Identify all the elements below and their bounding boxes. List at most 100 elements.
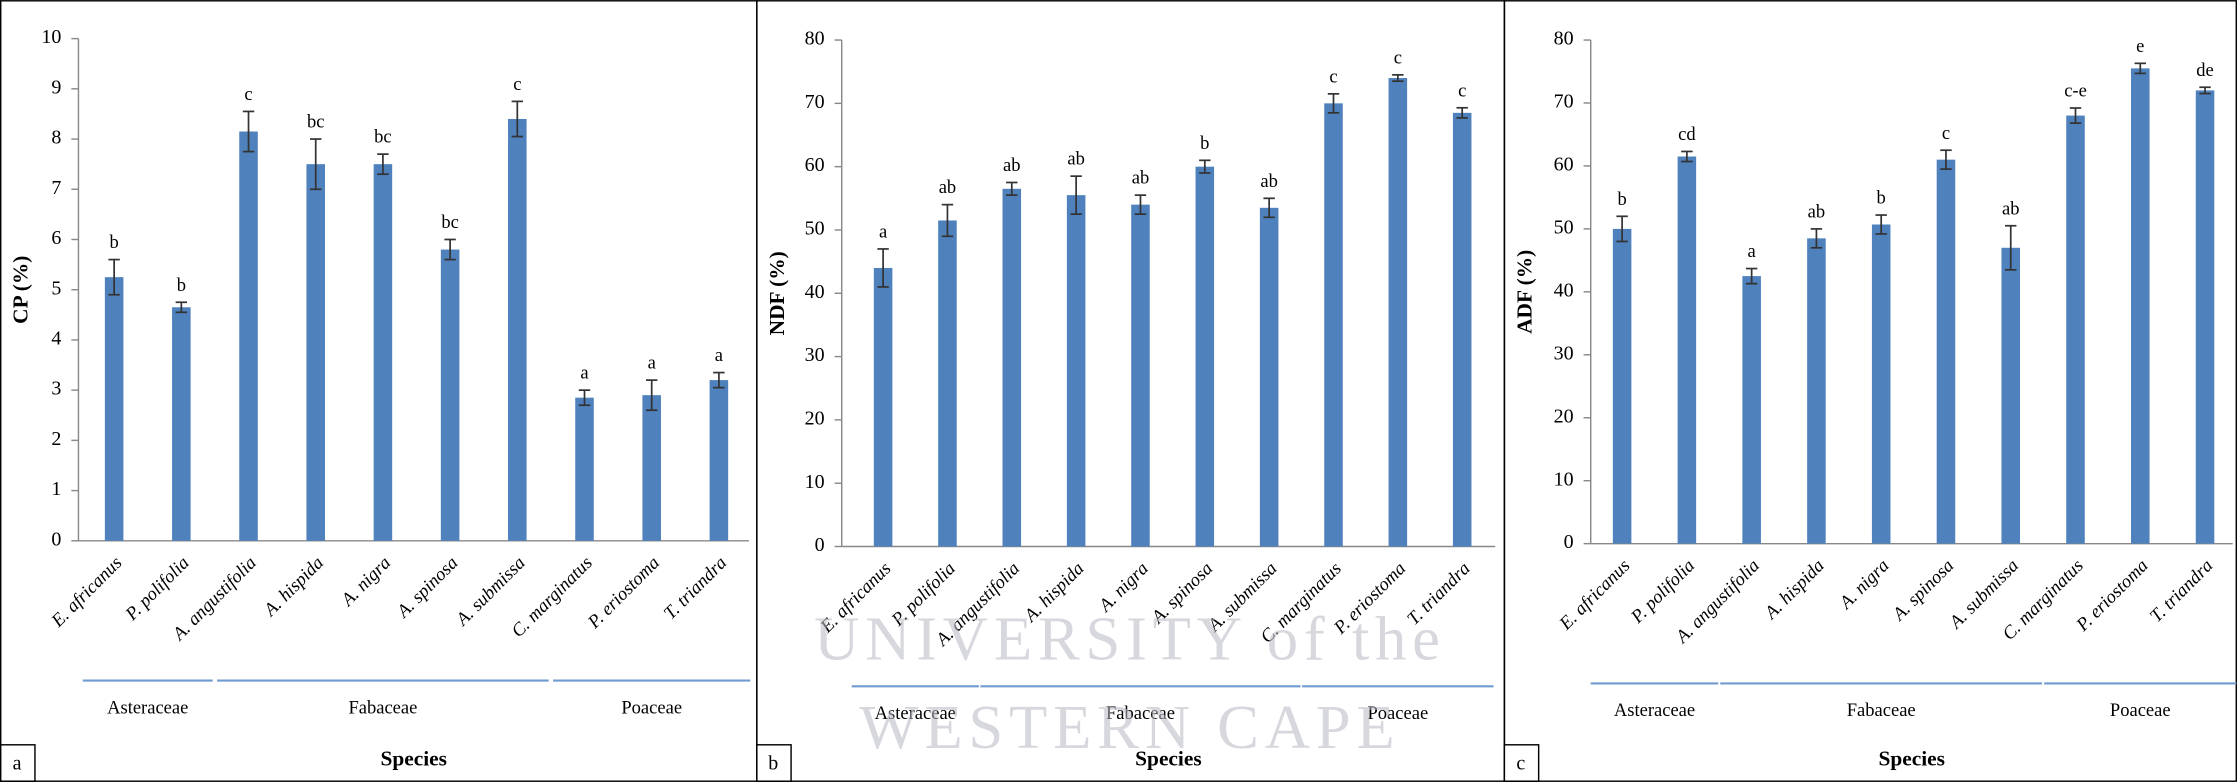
significance-letter: b bbox=[1617, 189, 1626, 210]
significance-letter: ab bbox=[1067, 149, 1085, 170]
bar bbox=[575, 398, 594, 541]
group-label: Fabaceae bbox=[348, 697, 417, 718]
significance-letter: b bbox=[177, 275, 186, 296]
y-tick-label: 60 bbox=[805, 154, 825, 176]
significance-letter: a bbox=[1748, 241, 1756, 262]
bar bbox=[1872, 224, 1891, 543]
y-tick-label: 3 bbox=[51, 378, 61, 400]
bar bbox=[172, 307, 191, 541]
significance-letter: b bbox=[109, 232, 118, 253]
panel-label: b bbox=[768, 752, 778, 774]
bar bbox=[1742, 276, 1761, 544]
significance-letter: c bbox=[1394, 47, 1402, 68]
bar bbox=[306, 164, 325, 541]
bar bbox=[2196, 90, 2215, 543]
x-tick-label: A. spinosa bbox=[391, 552, 462, 623]
group-label: Asteraceae bbox=[107, 697, 188, 718]
bar bbox=[1196, 167, 1215, 547]
x-tick-label: E. africanus bbox=[47, 552, 127, 632]
significance-letter: bc bbox=[441, 212, 459, 233]
bar bbox=[1067, 195, 1086, 546]
x-tick-label: A. nigra bbox=[336, 552, 395, 611]
y-tick-label: 0 bbox=[1564, 531, 1574, 553]
significance-letter: a bbox=[879, 222, 887, 243]
significance-letter: de bbox=[2196, 60, 2214, 81]
y-tick-label: 7 bbox=[51, 177, 61, 199]
significance-letter: ab bbox=[1260, 171, 1278, 192]
y-axis-title: NDF (%) bbox=[765, 251, 789, 335]
group-label: Poaceae bbox=[2110, 700, 2171, 721]
y-tick-label: 50 bbox=[805, 218, 825, 240]
x-tick-label: T. triandra bbox=[2146, 555, 2217, 626]
significance-letter: c bbox=[1329, 66, 1337, 87]
significance-letter: bc bbox=[374, 127, 392, 148]
x-axis-title: Species bbox=[380, 746, 447, 770]
significance-letter: bc bbox=[307, 112, 325, 133]
x-tick-label: A. nigra bbox=[1834, 555, 1893, 614]
significance-letter: b bbox=[1877, 188, 1886, 209]
panel-label: c bbox=[1516, 752, 1525, 774]
significance-letter: ab bbox=[939, 177, 956, 198]
significance-letter: ab bbox=[2002, 198, 2020, 219]
significance-letter: c bbox=[244, 84, 252, 105]
y-tick-label: 8 bbox=[51, 127, 61, 149]
bar bbox=[1937, 160, 1956, 544]
significance-letter: b bbox=[1200, 133, 1209, 154]
y-tick-label: 0 bbox=[815, 534, 825, 556]
significance-letter: c-e bbox=[2064, 81, 2087, 102]
panel-label: a bbox=[13, 752, 22, 774]
y-tick-label: 40 bbox=[805, 281, 825, 303]
y-tick-label: 20 bbox=[1554, 405, 1574, 427]
significance-letter: ab bbox=[1003, 155, 1021, 176]
y-tick-label: 10 bbox=[805, 471, 825, 493]
bar bbox=[239, 132, 258, 541]
y-axis-title: ADF (%) bbox=[1512, 250, 1536, 334]
y-tick-label: 5 bbox=[51, 277, 61, 299]
y-tick-label: 60 bbox=[1554, 154, 1574, 176]
bar bbox=[710, 380, 729, 541]
y-tick-label: 4 bbox=[51, 328, 61, 350]
y-tick-label: 70 bbox=[1554, 91, 1574, 113]
significance-letter: c bbox=[513, 74, 521, 95]
bar bbox=[874, 268, 893, 547]
significance-letter: a bbox=[648, 353, 656, 374]
y-tick-label: 9 bbox=[51, 76, 61, 98]
y-tick-label: 30 bbox=[1554, 342, 1574, 364]
bar bbox=[2001, 248, 2020, 544]
x-tick-label: A. hispida bbox=[259, 552, 328, 621]
y-tick-label: 1 bbox=[51, 478, 61, 500]
y-axis-title: CP (%) bbox=[9, 256, 33, 324]
bar bbox=[508, 119, 527, 541]
y-tick-label: 10 bbox=[41, 26, 61, 48]
bar bbox=[1131, 205, 1150, 547]
bar bbox=[105, 277, 124, 541]
y-tick-label: 50 bbox=[1554, 216, 1574, 238]
y-tick-label: 20 bbox=[805, 407, 825, 429]
bar bbox=[2066, 116, 2085, 544]
bar bbox=[1678, 157, 1697, 544]
y-tick-label: 30 bbox=[805, 344, 825, 366]
x-tick-label: E. africanus bbox=[1555, 555, 1635, 635]
significance-letter: ab bbox=[1132, 168, 1150, 189]
significance-letter: c bbox=[1942, 123, 1950, 144]
y-tick-label: 40 bbox=[1554, 279, 1574, 301]
bar bbox=[2131, 68, 2150, 543]
bar bbox=[1389, 78, 1408, 546]
bar bbox=[1613, 229, 1632, 544]
significance-letter: c bbox=[1458, 80, 1466, 101]
x-tick-label: T. triandra bbox=[660, 552, 731, 623]
figure: 012345678910bE. africanusbP. polifoliacA… bbox=[0, 0, 2237, 782]
y-tick-label: 2 bbox=[51, 428, 61, 450]
y-tick-label: 6 bbox=[51, 227, 61, 249]
x-tick-label: A. hispida bbox=[1759, 555, 1828, 624]
group-label: Poaceae bbox=[621, 697, 682, 718]
x-axis-title: Species bbox=[1878, 746, 1945, 770]
significance-letter: ab bbox=[1808, 201, 1826, 222]
bar bbox=[374, 164, 393, 541]
bar bbox=[1324, 103, 1343, 546]
watermark: UNIVERSITY of the bbox=[814, 603, 1446, 673]
group-label: Fabaceae bbox=[1847, 700, 1916, 721]
significance-letter: a bbox=[715, 345, 723, 366]
bar bbox=[1003, 189, 1022, 547]
y-tick-label: 0 bbox=[51, 528, 61, 550]
